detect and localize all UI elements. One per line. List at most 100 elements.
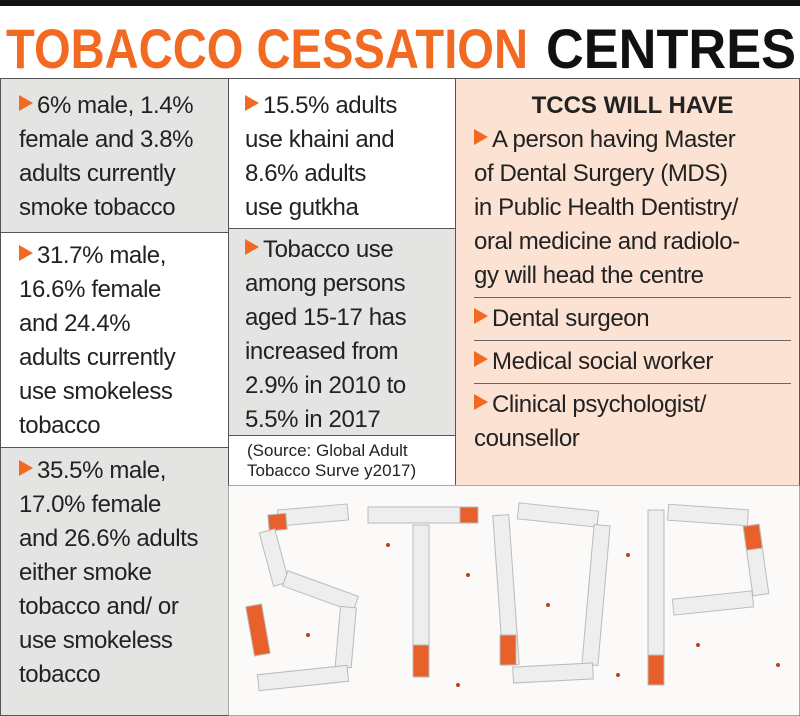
line-text: Medical social worker <box>492 348 714 375</box>
line-text: tobacco <box>19 412 101 439</box>
bullet-arrow <box>474 394 488 410</box>
line-text: female and 3.8% <box>19 126 194 153</box>
line-text: Tobacco use <box>263 236 394 263</box>
tccs-item: Dental surgeon <box>474 302 791 336</box>
text-line: among persons <box>245 267 455 301</box>
line-text: oral medicine and radiolo- <box>474 228 740 255</box>
text-line: use gutkha <box>245 191 455 225</box>
line-text: gy will head the centre <box>474 262 704 289</box>
text-line: Tobacco Surve y2017) <box>247 461 455 481</box>
line-text: 35.5% male, <box>37 457 167 484</box>
text-line: smoke tobacco <box>19 191 228 225</box>
line-text: increased from <box>245 338 399 365</box>
text-line: either smoke <box>19 556 228 590</box>
line-text: Tobacco Surve y2017) <box>247 461 417 480</box>
text-line: of Dental Surgery (MDS) <box>474 157 791 191</box>
line-text: 17.0% female <box>19 491 161 518</box>
separator <box>474 340 791 341</box>
text-line: use smokeless <box>19 375 228 409</box>
title: TOBACCO CESSATION CENTRES <box>6 17 796 78</box>
tccs-item: A person having Master of Dental Surgery … <box>474 123 791 293</box>
line-text: counsellor <box>474 425 580 452</box>
bullet-arrow <box>474 351 488 367</box>
text-line: (Source: Global Adult <box>247 441 455 461</box>
text-line: aged 15-17 has <box>245 301 455 335</box>
top-rule <box>0 0 800 6</box>
source-box: (Source: Global Adult Tobacco Surve y2017… <box>228 435 456 486</box>
text-line: counsellor <box>474 422 791 456</box>
line-text: use smokeless <box>19 627 173 654</box>
line-text: use khaini and <box>245 126 395 153</box>
fact-box: 6% male, 1.4% female and 3.8% adults curre… <box>0 78 229 233</box>
line-text: adults currently <box>19 160 176 187</box>
tccs-item: Medical social worker <box>474 345 791 379</box>
text-line: gy will head the centre <box>474 259 791 293</box>
text-line: oral medicine and radiolo- <box>474 225 791 259</box>
text-line: increased from <box>245 335 455 369</box>
text-line: female and 3.8% <box>19 123 228 157</box>
bullet-arrow <box>474 129 488 145</box>
text-line: use smokeless <box>19 624 228 658</box>
stop-illustration <box>228 485 800 716</box>
bullet-arrow <box>245 95 259 111</box>
line-text: 8.6% adults <box>245 160 367 187</box>
fact-box: Tobacco use among persons aged 15-17 has in… <box>228 228 456 436</box>
text-line: Tobacco use <box>245 233 455 267</box>
line-text: and 24.4% <box>19 310 131 337</box>
text-line: 31.7% male, <box>19 239 228 273</box>
text-line: 2.9% in 2010 to <box>245 369 455 403</box>
tccs-heading: TCCS WILL HAVE <box>531 92 734 119</box>
line-text: 2.9% in 2010 to <box>245 372 406 399</box>
text-line: adults currently <box>19 157 228 191</box>
line-text: either smoke <box>19 559 152 586</box>
line-text: Dental surgeon <box>492 305 650 332</box>
text-line: 15.5% adults <box>245 89 455 123</box>
separator <box>474 297 791 298</box>
text-line: and 24.4% <box>19 307 228 341</box>
line-text: use smokeless <box>19 378 173 405</box>
bullet-arrow <box>474 308 488 324</box>
text-line: tobacco and/ or <box>19 590 228 624</box>
line-text: of Dental Surgery (MDS) <box>474 160 728 187</box>
line-text: A person having Master <box>492 126 736 153</box>
separator <box>474 383 791 384</box>
text-line: and 26.6% adults <box>19 522 228 556</box>
tccs-item: Clinical psychologist/counsellor <box>474 388 791 456</box>
line-text: aged 15-17 has <box>245 304 407 331</box>
line-text: tobacco <box>19 661 101 688</box>
text-line: Clinical psychologist/ <box>474 388 791 422</box>
title-black: CENTRES <box>546 17 796 78</box>
text-line: 6% male, 1.4% <box>19 89 228 123</box>
bullet-arrow <box>19 95 33 111</box>
text-line: adults currently <box>19 341 228 375</box>
bullet-arrow <box>245 239 259 255</box>
line-text: 16.6% female <box>19 276 161 303</box>
text-line: 5.5% in 2017 <box>245 403 455 437</box>
line-text: use gutkha <box>245 194 359 221</box>
line-text: 6% male, 1.4% <box>37 92 194 119</box>
tccs-box: TCCS WILL HAVE A person having Master of … <box>455 78 800 486</box>
text-line: tobacco <box>19 409 228 443</box>
fact-box: 15.5% adults use khaini and 8.6% adults use… <box>228 78 456 229</box>
text-line: 8.6% adults <box>245 157 455 191</box>
line-text: among persons <box>245 270 406 297</box>
text-line: tobacco <box>19 658 228 692</box>
text-line: 35.5% male, <box>19 454 228 488</box>
title-orange: TOBACCO CESSATION <box>6 17 528 78</box>
text-line: Medical social worker <box>474 345 791 379</box>
text-line: Dental surgeon <box>474 302 791 336</box>
bullet-arrow <box>19 460 33 476</box>
tccs-list: A person having Master of Dental Surgery … <box>474 123 791 456</box>
line-text: 31.7% male, <box>37 242 167 269</box>
fact-box: 31.7% male, 16.6% female and 24.4% adults c… <box>0 232 229 448</box>
fact-box: 35.5% male, 17.0% female and 26.6% adults e… <box>0 447 229 716</box>
line-text: Clinical psychologist/ <box>492 391 706 418</box>
line-text: (Source: Global Adult <box>247 441 408 460</box>
line-text: 15.5% adults <box>263 92 397 119</box>
text-line: A person having Master <box>474 123 791 157</box>
line-text: 5.5% in 2017 <box>245 406 381 433</box>
line-text: smoke tobacco <box>19 194 176 221</box>
line-text: and 26.6% adults <box>19 525 199 552</box>
line-text: adults currently <box>19 344 176 371</box>
